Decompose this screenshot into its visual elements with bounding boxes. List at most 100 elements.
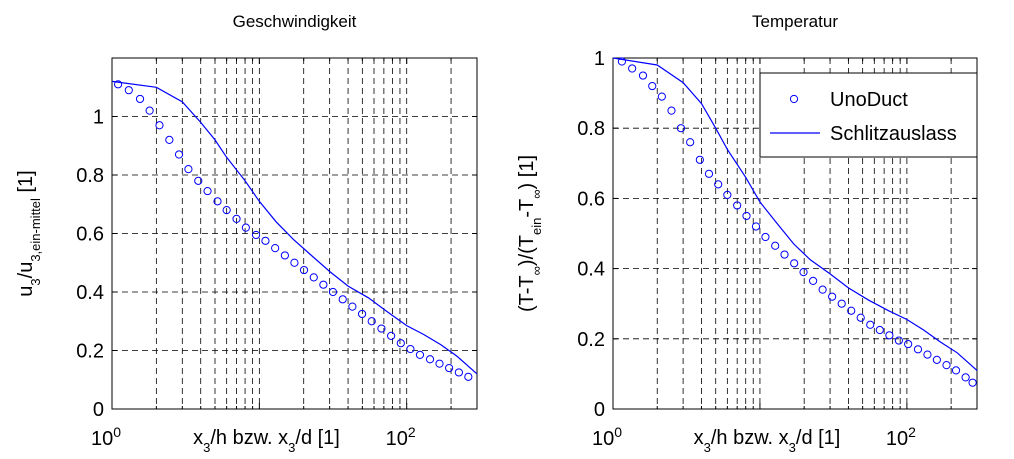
y-tick-label: 0.4 — [577, 259, 605, 281]
y-tick-label: 0.2 — [76, 341, 104, 363]
data-point — [913, 345, 923, 354]
x-axis-label-part: /h bzw. x — [210, 427, 288, 449]
y-tick-label: 0.4 — [76, 282, 104, 304]
y-axis-label-part: (T-T — [516, 275, 538, 312]
data-point — [808, 276, 818, 285]
data-point — [704, 169, 714, 178]
data-point — [406, 344, 415, 354]
x-tick-base: 10 — [386, 428, 408, 450]
data-point — [425, 355, 435, 364]
x-tick-label: 102 — [886, 424, 916, 450]
x-tick-exp: 0 — [113, 424, 121, 440]
x-tick-base: 10 — [91, 428, 113, 450]
data-point — [875, 325, 884, 335]
data-point — [271, 244, 280, 253]
legend: UnoDuct Schlitzauslass — [759, 72, 978, 158]
data-point — [723, 190, 732, 199]
data-point — [338, 295, 347, 304]
data-point — [184, 165, 193, 174]
y-axis-label-part: 3,ein-mittel — [28, 198, 43, 262]
y-axis-label-part: )/(T — [516, 235, 538, 266]
data-point — [866, 320, 875, 329]
data-point — [415, 350, 425, 359]
y-axis-label-part: /u — [15, 262, 37, 279]
data-point — [445, 363, 454, 373]
y-axis-label-part: ∞ — [529, 189, 544, 198]
data-point — [932, 355, 941, 364]
data-point — [714, 180, 723, 189]
data-point — [454, 368, 463, 377]
data-point — [847, 306, 856, 315]
data-point — [667, 106, 676, 115]
y-tick-label: 0.6 — [577, 188, 605, 210]
data-point — [818, 285, 827, 294]
data-point — [856, 313, 865, 322]
data-point — [174, 150, 184, 159]
y-axis-label-part: -T — [516, 199, 538, 218]
legend-label: Schlitzauslass — [830, 123, 957, 145]
data-point — [761, 232, 770, 242]
data-point — [348, 302, 357, 311]
data-point — [261, 236, 270, 245]
x-tick-exp: 0 — [614, 424, 622, 440]
data-point — [357, 309, 367, 319]
legend-marker-circle — [789, 94, 799, 104]
data-point — [135, 94, 145, 104]
series-line — [612, 57, 978, 371]
series-line — [111, 80, 478, 375]
data-point — [387, 331, 396, 340]
y-axis-label-part: ein — [529, 218, 544, 235]
data-point — [771, 241, 780, 250]
data-point — [145, 106, 154, 115]
y-axis-label-part: [1] — [15, 170, 37, 198]
data-point — [628, 64, 637, 73]
x-tick-label: 102 — [386, 424, 416, 450]
x-axis-label: x3/h bzw. x3/d [1] — [193, 427, 340, 455]
data-point — [241, 223, 250, 232]
data-point — [638, 71, 648, 80]
x-axis-label-part: x — [694, 427, 704, 449]
series-points — [113, 80, 473, 381]
chart-title: Temperatur — [752, 12, 838, 31]
data-point — [968, 378, 977, 387]
data-point — [648, 81, 657, 91]
chart-title: Geschwindigkeit — [233, 12, 357, 31]
data-point — [837, 299, 846, 308]
data-point — [961, 373, 970, 382]
x-tick-base: 10 — [592, 428, 614, 450]
data-point — [742, 211, 751, 221]
x-tick-base: 10 — [886, 428, 908, 450]
data-point — [319, 280, 328, 289]
x-axis-label: x3/h bzw. x3/d [1] — [694, 427, 841, 455]
data-point — [676, 124, 686, 133]
data-point — [885, 331, 894, 340]
x-axis-label-part: /d [1] — [295, 427, 339, 449]
data-point — [951, 366, 961, 375]
x-axis-label-part: /h bzw. x — [711, 427, 789, 449]
data-point — [113, 80, 123, 89]
data-point — [299, 265, 309, 275]
data-point — [617, 57, 627, 66]
data-point — [904, 339, 913, 349]
data-point — [194, 176, 203, 185]
y-tick-label: 0 — [93, 399, 104, 421]
x-axis-label-part: 3 — [288, 440, 295, 455]
y-axis-label-part: u — [15, 286, 37, 297]
x-tick-exp: 2 — [908, 424, 916, 440]
y-tick-label: 0.2 — [577, 329, 605, 351]
data-point — [377, 324, 386, 333]
data-point — [733, 201, 742, 210]
series-points — [617, 57, 977, 387]
legend-label: UnoDuct — [830, 89, 908, 111]
data-point — [894, 336, 903, 345]
data-point — [923, 350, 932, 359]
y-tick-label: 0.8 — [76, 165, 104, 187]
data-point — [790, 259, 799, 268]
data-point — [751, 222, 761, 231]
data-point — [686, 138, 695, 147]
grid — [112, 58, 477, 409]
x-axis-label-part: x — [193, 427, 203, 449]
data-point — [396, 339, 405, 348]
x-tick-exp: 2 — [408, 424, 416, 440]
